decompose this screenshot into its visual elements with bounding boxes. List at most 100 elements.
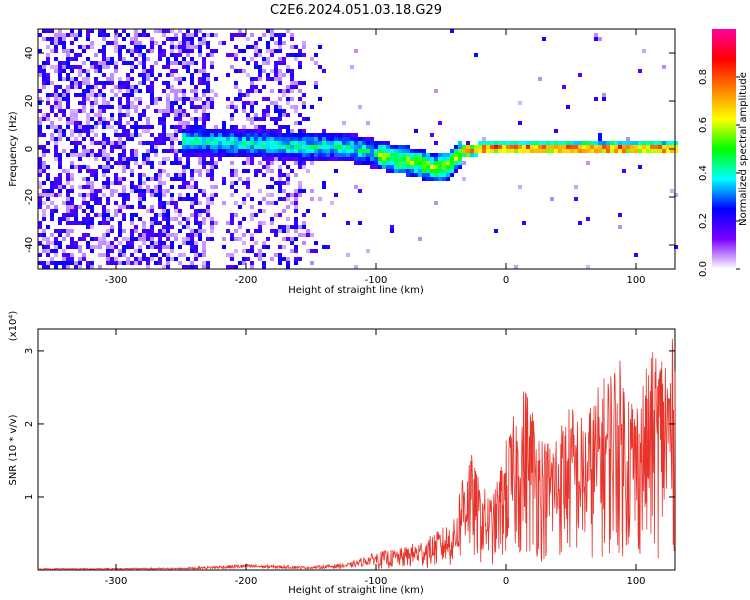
spectrogram-cell	[122, 157, 126, 161]
spectrogram-cell	[298, 89, 302, 93]
spectrogram-cell	[270, 77, 274, 81]
spectrogram-cell	[350, 65, 354, 69]
spectrogram-cell	[530, 145, 534, 149]
spectrogram-cell	[546, 141, 550, 145]
spectrogram-cell	[78, 93, 82, 97]
spectrogram-cell	[118, 45, 122, 49]
spectrogram-cell	[54, 261, 58, 265]
spectrogram-cell	[442, 173, 446, 177]
spectrogram-cell	[198, 81, 202, 85]
spectrogram-cell	[418, 173, 422, 177]
spectrogram-cell	[62, 201, 66, 205]
spectrogram-cell	[74, 125, 78, 129]
spectrogram-cell	[274, 105, 278, 109]
spectrogram-cell	[286, 69, 290, 73]
spectrogram-cell	[130, 125, 134, 129]
snr-y-label: SNR (10 * v/v)	[8, 414, 19, 485]
spectrogram-cell	[86, 225, 90, 229]
spectrogram-cell	[146, 177, 150, 181]
spectrogram-cell	[306, 117, 310, 121]
spectrogram-cell	[598, 37, 602, 41]
spectrogram-cell	[234, 53, 238, 57]
spectrogram-cell	[86, 85, 90, 89]
spectrogram-cell	[138, 217, 142, 221]
spectrogram-cell	[366, 157, 370, 161]
spectrogram-cell	[90, 117, 94, 121]
spectrogram-cell	[98, 265, 102, 269]
spectrogram-cell	[254, 141, 258, 145]
spectrogram-cell	[98, 49, 102, 53]
spectrogram-cell	[94, 77, 98, 81]
spectrogram-cell	[282, 73, 286, 77]
spectrogram-cell	[266, 145, 270, 149]
spectrogram-cell	[106, 161, 110, 165]
spectrogram-cell	[74, 245, 78, 249]
spectrogram-cell	[258, 65, 262, 69]
spectrogram-cell	[186, 65, 190, 69]
spectrogram-cell	[174, 233, 178, 237]
spectrogram-cell	[170, 105, 174, 109]
spectrogram-cell	[142, 125, 146, 129]
spectrogram-cell	[638, 141, 642, 145]
spectrogram-cell	[198, 137, 202, 141]
spectrogram-cell	[70, 41, 74, 45]
spectrogram-cell	[118, 225, 122, 229]
spectrogram-cell	[278, 41, 282, 45]
spectrogram-cell	[270, 101, 274, 105]
spectrogram-cell	[186, 145, 190, 149]
spectrogram-cell	[394, 145, 398, 149]
colorbar-tick-label: 0.6	[698, 117, 709, 133]
spectrogram-cell	[50, 133, 54, 137]
spectrogram-cell	[118, 241, 122, 245]
spectrogram-cell	[186, 265, 190, 269]
spectrogram-cell	[202, 253, 206, 257]
spectrogram-cell	[150, 233, 154, 237]
spectrogram-cell	[270, 193, 274, 197]
spectrogram-cell	[398, 149, 402, 153]
spectrogram-cell	[186, 113, 190, 117]
spectrogram-cell	[82, 193, 86, 197]
spectrogram-cell	[174, 77, 178, 81]
spectrogram-cell	[226, 97, 230, 101]
spectrogram-cell	[214, 185, 218, 189]
spectrogram-cell	[158, 185, 162, 189]
spectrogram-cell	[334, 169, 338, 173]
spectrogram-cell	[142, 233, 146, 237]
spectrogram-cell	[154, 177, 158, 181]
spectrogram-cell	[226, 253, 230, 257]
spectrogram-cell	[102, 209, 106, 213]
spectrogram-cell	[214, 125, 218, 129]
spectrogram-cell	[126, 161, 130, 165]
spectrogram-cell	[182, 137, 186, 141]
spectrogram-cell	[102, 85, 106, 89]
spectrogram-cell	[458, 161, 462, 165]
spectrogram-cell	[78, 221, 82, 225]
spectrogram-cell	[166, 105, 170, 109]
spectrogram-cell	[214, 193, 218, 197]
spectrogram-cell	[306, 153, 310, 157]
spectrogram-cell	[270, 137, 274, 141]
spectrogram-cell	[130, 241, 134, 245]
spectrogram-cell	[38, 221, 42, 225]
spectrogram-cell	[130, 69, 134, 73]
spectrogram-cell	[198, 161, 202, 165]
spectrogram-cell	[274, 201, 278, 205]
spectrogram-cell	[118, 57, 122, 61]
spectrogram-cell	[162, 241, 166, 245]
spectrogram-cell	[82, 49, 86, 53]
spectrogram-cell	[286, 133, 290, 137]
spectrogram-cell	[66, 121, 70, 125]
spectrogram-cell	[566, 145, 570, 149]
spectrogram-cell	[182, 169, 186, 173]
spectrogram-cell	[46, 113, 50, 117]
spectrogram-cell	[234, 137, 238, 141]
spectrogram-cell	[50, 125, 54, 129]
spectrogram-cell	[346, 137, 350, 141]
spectrogram-cell	[54, 41, 58, 45]
spectrogram-cell	[46, 37, 50, 41]
spectrogram-cell	[386, 145, 390, 149]
spectrogram-cell	[110, 261, 114, 265]
spectrogram-cell	[578, 145, 582, 149]
spectrogram-cell	[518, 121, 522, 125]
spectrogram-cell	[142, 229, 146, 233]
